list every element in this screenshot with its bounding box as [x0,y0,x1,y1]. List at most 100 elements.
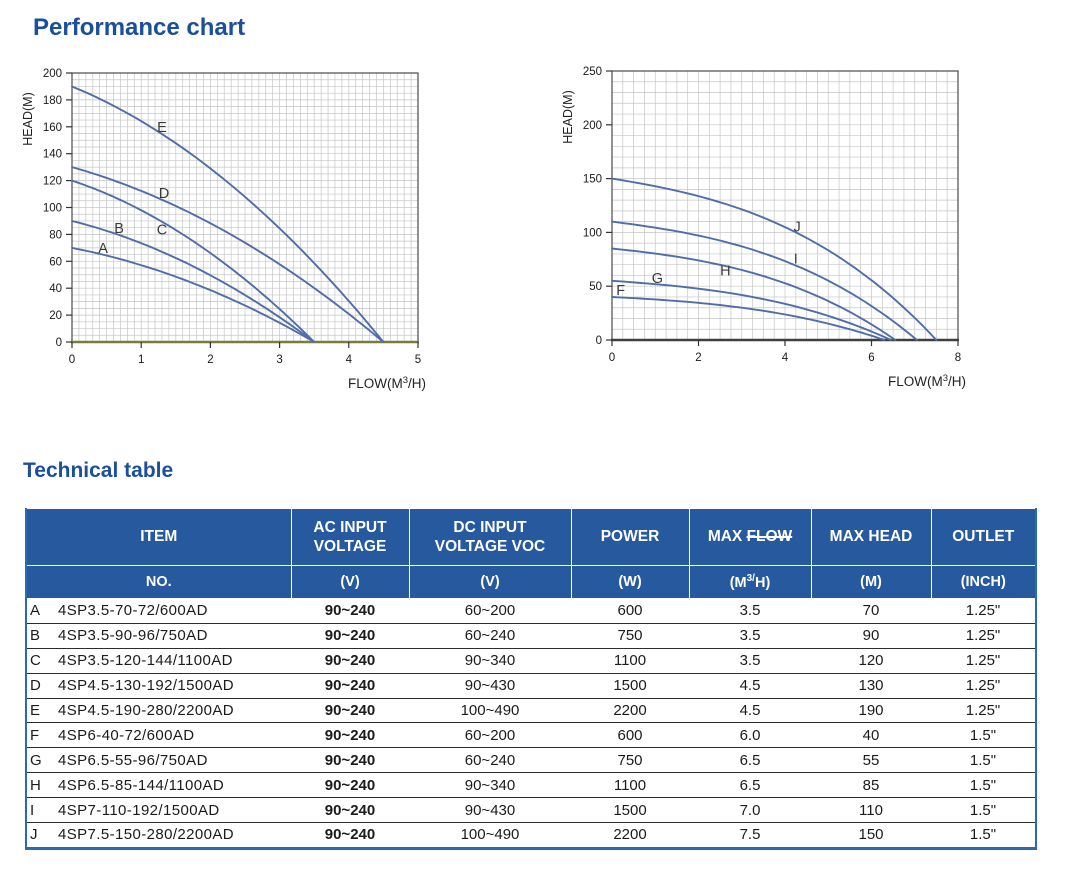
power-value: 1100 [571,648,689,674]
item-name: 4SP7.5-150-280/2200AD [58,826,235,844]
max-flow-value: 6.0 [689,722,811,749]
y-tick-label: 200 [583,120,602,132]
unit-ac-volts: (V) [290,565,410,599]
table-header: ITEM AC INPUT VOLTAGE DC INPUT VOLTAGE V… [25,508,1037,599]
curve-D [71,166,385,343]
row-letter: D [26,673,52,699]
ac-voltage-value: 90~240 [291,722,409,749]
table-row: B 4SP3.5-90-96/750AD 90~240 60~240 750 3.5 90 1… [26,623,1036,649]
table-row: A 4SP3.5-70-72/600AD 90~240 60~200 600 3.5 70 1… [26,598,1036,624]
curve-label-D: D [159,186,169,202]
ac-voltage-value: 90~240 [291,747,409,774]
max-head-value: 90 [811,623,931,649]
outlet-value: 1.25" [931,673,1036,699]
x-tick-label: 8 [955,352,961,364]
dc-voltage-value: 90~340 [409,648,571,674]
max-head-value: 120 [811,648,931,674]
ac-voltage-value: 90~240 [291,623,409,649]
table-row: J 4SP7.5-150-280/2200AD 90~240 100~490 2200 7… [26,823,1036,849]
power-value: 1100 [571,772,689,799]
max-flow-value: 4.5 [689,673,811,699]
item-name: 4SP6.5-85-144/1100AD [52,772,291,799]
ac-voltage-value: 90~240 [291,698,409,724]
item-name: 4SP3.5-120-144/1100AD [52,648,291,674]
max-flow-value: 6.5 [689,747,811,774]
dc-voltage-value: 90~430 [409,797,571,824]
max-head-value: 55 [811,747,931,774]
col-header-outlet: OUTLET [930,508,1037,566]
outlet-value: 1.5" [931,772,1036,799]
dc-header-line1: DC INPUT [453,518,527,536]
y-tick-label: 250 [583,66,602,78]
performance-chart-left: 0 20 40 60 80 100 120 140 160 180 200 0 1 2 3 4 5 HEAD(M)… [21,68,426,391]
curve-label-F: F [616,283,625,299]
row-letter: H [26,772,52,799]
x-tick-label: 1 [138,354,144,366]
curve-C [71,179,316,343]
curve-J [611,177,938,341]
max-flow-value: 3.5 [689,598,811,624]
col-header-ac-input-voltage: AC INPUT VOLTAGE [290,508,410,566]
row-letter: F [26,722,52,749]
curve-F [611,296,886,341]
item-name: 4SP7-110-192/1500AD [52,797,291,824]
max-head-value: 85 [811,772,931,799]
dc-voltage-value: 90~430 [409,673,571,699]
max-head-value: 70 [811,598,931,624]
table-row: C 4SP3.5-120-144/1100AD 90~240 90~340 1100 3.… [26,648,1036,674]
row-letter: J [30,826,38,844]
x-tick-label: 5 [415,354,421,366]
max-head-value: 150 [858,826,884,844]
y-tick-label: 20 [49,310,62,322]
outlet-value: 1.25" [931,648,1036,674]
curve-label-H: H [720,263,730,279]
curve-label-B: B [114,221,124,237]
x-tick-label: 2 [207,354,213,366]
table-row: E 4SP4.5-190-280/2200AD 90~240 100~490 2200 4… [26,698,1036,724]
max-flow-value: 3.5 [689,648,811,674]
max-flow-value: 4.5 [689,698,811,724]
y-tick-label: 140 [43,149,62,161]
curve-label-C: C [157,222,167,238]
row-letter: G [26,747,52,774]
max-flow-value: 6.5 [689,772,811,799]
power-value: 1500 [571,673,689,699]
x-tick-label: 4 [782,352,789,364]
unit-head-m: (M) [810,565,932,599]
flow-unit-sup: 3/ [746,573,755,585]
curve-label-I: I [794,252,798,268]
ac-voltage-value: 90~240 [291,673,409,699]
power-value: 1500 [571,797,689,824]
table-row: F 4SP6-40-72/600AD 90~240 60~200 600 6.0 40 1.5… [26,722,1036,749]
col-header-power: POWER [570,508,690,566]
row-letter: A [26,598,52,624]
row-letter: C [26,648,52,674]
y-axis-title: HEAD(M) [561,90,575,143]
dc-voltage-value: 60~200 [409,598,571,624]
y-tick-label: 100 [583,227,602,239]
x-tick-label: 0 [609,352,615,364]
max-flow-value: 7.0 [689,797,811,824]
item-name: 4SP6.5-55-96/750AD [52,747,291,774]
curve-E [71,85,385,343]
y-tick-label: 160 [43,122,62,134]
y-tick-label: 80 [49,229,62,241]
y-tick-label: 100 [43,203,62,215]
item-name: 4SP4.5-190-280/2200AD [52,698,291,724]
performance-chart-title: Performance chart [33,14,246,41]
unit-outlet-inch: (INCH) [930,565,1037,599]
max-head-value: 110 [811,797,931,824]
outlet-value: 1.25" [931,623,1036,649]
ac-header-line2: VOLTAGE [313,538,387,555]
power-value: 600 [571,598,689,624]
row-letter: B [26,623,52,649]
y-tick-label: 180 [43,95,62,107]
curve-label-J: J [793,219,800,235]
x-tick-label: 3 [276,354,282,366]
item-name: 4SP3.5-70-72/600AD [52,598,291,624]
x-axis-title: FLOW(M3/H) [888,373,966,389]
dc-voltage-value: 60~200 [409,722,571,749]
dc-voltage-value: 60~240 [409,747,571,774]
table-row: H 4SP6.5-85-144/1100AD 90~240 90~340 1100 6.5… [26,772,1036,799]
dc-header-line2: VOLTAGE VOC [434,538,546,555]
